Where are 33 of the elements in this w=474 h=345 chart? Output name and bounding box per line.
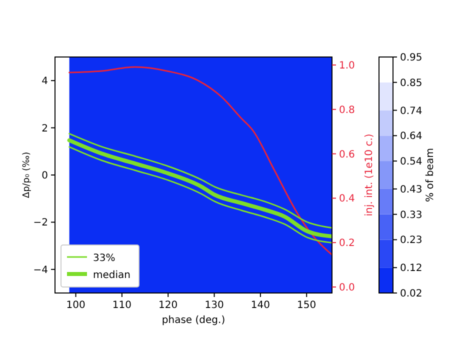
- y-tick-label: −2: [33, 218, 48, 229]
- color-bar-label: 0.33: [400, 210, 422, 221]
- color-bar-label: 0.02: [400, 288, 422, 300]
- color-bar-label: 0.85: [400, 78, 422, 89]
- x-tick-label: 130: [204, 300, 224, 311]
- color-bar-label: 0.54: [400, 156, 422, 168]
- color-bar-label: 0.74: [400, 106, 422, 117]
- color-bar-label: 0.95: [400, 52, 422, 64]
- x-tick-label: 100: [66, 300, 86, 311]
- x-tick-label: 120: [158, 300, 178, 311]
- legend-label: 33%: [93, 253, 116, 264]
- x-tick-label: 140: [250, 300, 270, 311]
- y2-tick-label: 0.8: [339, 104, 355, 116]
- y-tick-label: −4: [33, 264, 48, 276]
- x-tick-label: 150: [297, 300, 316, 311]
- y2-tick-label: 1.0: [339, 60, 355, 72]
- y-tick-label: 0: [42, 170, 48, 182]
- color-bar-label: 0.23: [400, 235, 422, 246]
- color-bar-title: % of beam: [425, 148, 436, 202]
- y2-tick-label: 0.6: [339, 149, 355, 160]
- y2-axis-title: inj. int. (1e10 c.): [364, 134, 375, 216]
- color-bar-label: 0.12: [400, 263, 422, 274]
- x-tick-label: 110: [112, 300, 132, 311]
- y2-tick-label: 0.2: [339, 238, 355, 250]
- y2-tick-label: 0.4: [339, 194, 355, 205]
- y-tick-label: 2: [42, 123, 48, 134]
- color-bar-label: 0.43: [400, 184, 422, 196]
- y-axis-title: Δp/p₀ (‰): [22, 152, 32, 198]
- color-bar-label: 0.64: [400, 131, 422, 142]
- y2-tick-label: 0.0: [339, 282, 355, 294]
- legend-label: median: [93, 270, 130, 281]
- x-axis-title: phase (deg.): [162, 315, 226, 326]
- y-tick-label: 4: [42, 76, 48, 88]
